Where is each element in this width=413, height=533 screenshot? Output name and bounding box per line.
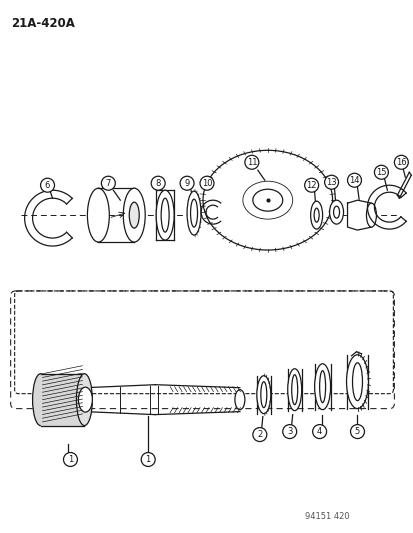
Text: 8: 8: [155, 179, 161, 188]
Text: 1: 1: [68, 455, 73, 464]
Polygon shape: [347, 200, 370, 230]
Ellipse shape: [156, 190, 174, 240]
Text: 21A-420A: 21A-420A: [11, 17, 74, 30]
Ellipse shape: [333, 206, 339, 218]
Circle shape: [199, 176, 214, 190]
Ellipse shape: [366, 203, 375, 227]
Circle shape: [151, 176, 165, 190]
Ellipse shape: [260, 382, 266, 408]
Text: 13: 13: [325, 177, 336, 187]
Text: 1: 1: [145, 455, 150, 464]
Ellipse shape: [202, 150, 332, 250]
Circle shape: [252, 427, 266, 441]
Circle shape: [347, 173, 361, 187]
Circle shape: [244, 155, 258, 169]
Text: 10: 10: [201, 179, 212, 188]
Ellipse shape: [234, 390, 244, 410]
Circle shape: [350, 425, 363, 439]
Ellipse shape: [78, 387, 92, 412]
Text: 9: 9: [184, 179, 189, 188]
Ellipse shape: [129, 202, 139, 228]
Ellipse shape: [313, 208, 318, 222]
Ellipse shape: [87, 188, 109, 242]
Text: 12: 12: [306, 181, 316, 190]
Ellipse shape: [76, 374, 92, 425]
Text: 2: 2: [256, 430, 262, 439]
Circle shape: [373, 165, 387, 179]
Circle shape: [394, 155, 407, 169]
Text: 16: 16: [395, 158, 406, 167]
Circle shape: [101, 176, 115, 190]
Ellipse shape: [33, 374, 48, 425]
Ellipse shape: [287, 369, 301, 410]
Ellipse shape: [190, 199, 197, 227]
Ellipse shape: [123, 188, 145, 242]
Ellipse shape: [319, 371, 325, 402]
Circle shape: [141, 453, 155, 466]
Circle shape: [63, 453, 77, 466]
Ellipse shape: [310, 201, 322, 229]
Text: 5: 5: [354, 427, 359, 436]
Ellipse shape: [187, 191, 201, 235]
Ellipse shape: [346, 355, 368, 409]
Text: 14: 14: [349, 176, 359, 185]
Text: 15: 15: [375, 168, 386, 177]
Text: 3: 3: [286, 427, 292, 436]
Ellipse shape: [252, 189, 282, 211]
Text: 4: 4: [316, 427, 321, 436]
Text: 7: 7: [105, 179, 111, 188]
Text: 11: 11: [246, 158, 256, 167]
Ellipse shape: [329, 200, 343, 224]
Ellipse shape: [291, 375, 297, 405]
Ellipse shape: [256, 376, 270, 414]
Ellipse shape: [351, 363, 362, 401]
Polygon shape: [40, 374, 84, 425]
Ellipse shape: [161, 198, 169, 232]
Circle shape: [282, 425, 296, 439]
Text: 6: 6: [45, 181, 50, 190]
Circle shape: [40, 178, 55, 192]
Circle shape: [180, 176, 194, 190]
Circle shape: [324, 175, 338, 189]
Circle shape: [312, 425, 326, 439]
Text: 94151 420: 94151 420: [304, 512, 349, 521]
Ellipse shape: [314, 364, 330, 410]
Circle shape: [304, 178, 318, 192]
